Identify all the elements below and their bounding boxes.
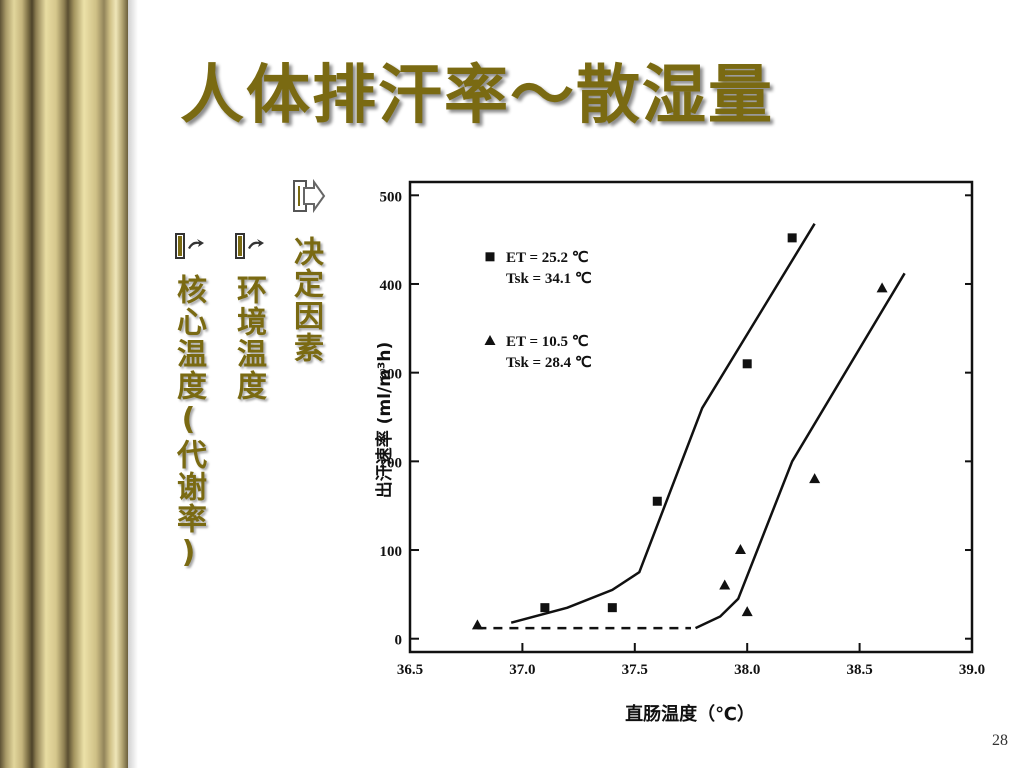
hollow-arrow-bullet-icon <box>292 178 326 214</box>
sweat-rate-chart: 0 100 200 300 400 500 36.5 37.0 37.5 38.0 38.5 39.… <box>360 160 1000 740</box>
x-axis-label: 直肠温度（℃） <box>625 703 755 725</box>
y-tick-label: 400 <box>380 278 403 294</box>
decorative-pillar <box>0 0 128 768</box>
x-tick-label: 36.5 <box>397 662 423 678</box>
x-tick-label: 39.0 <box>959 662 985 678</box>
page-number: 28 <box>992 732 1008 749</box>
triangle-data-point <box>876 282 888 293</box>
legend-label: ET = 10.5 ℃ <box>506 334 589 350</box>
y-tick-label: 100 <box>380 544 403 560</box>
legend-label: ET = 25.2 ℃ <box>506 250 589 266</box>
triangle-data-point <box>734 544 746 555</box>
triangle-data-point <box>809 473 821 484</box>
arrow-bullet-icon <box>235 230 264 260</box>
x-tick-label: 37.0 <box>509 662 535 678</box>
factor-item-environment: 环境温度 <box>226 230 270 402</box>
pillar-shadow <box>128 0 138 768</box>
legend-marker-square <box>485 252 495 262</box>
legend-marker-triangle <box>484 335 496 346</box>
y-tick-label: 0 <box>395 633 403 649</box>
arrow-bullet-icon <box>175 230 204 260</box>
factor-item-label: 环境温度 <box>231 274 266 402</box>
factors-heading-group: 决定因素 <box>283 178 327 364</box>
y-tick-label: 200 <box>380 455 403 471</box>
x-tick-label: 38.0 <box>734 662 760 678</box>
legend-label: Tsk = 28.4 ℃ <box>506 355 592 371</box>
x-tick-label: 37.5 <box>622 662 648 678</box>
slide-title: 人体排汗率～散湿量 <box>180 59 774 133</box>
triangle-data-point <box>471 619 483 630</box>
legend-label: Tsk = 34.1 ℃ <box>506 271 592 287</box>
y-tick-label: 500 <box>380 189 403 205</box>
chart-svg: 0 100 200 300 400 500 36.5 37.0 37.5 38.0 38.5 39.… <box>374 180 985 725</box>
square-data-point <box>742 359 752 369</box>
factors-heading: 决定因素 <box>288 236 323 364</box>
factor-item-label: 核心温度(代谢率) <box>171 274 206 572</box>
triangle-data-point <box>741 606 753 617</box>
x-tick-label: 38.5 <box>846 662 872 678</box>
fit-curve-line <box>694 272 906 630</box>
y-tick-label: 300 <box>380 367 403 383</box>
square-data-point <box>787 233 797 243</box>
plot-frame <box>408 180 974 654</box>
y-axis-label: 出汗速率 (ml/m³h) <box>374 342 395 498</box>
square-data-point <box>652 496 662 506</box>
triangle-data-point <box>719 579 731 590</box>
square-data-point <box>607 603 617 613</box>
fit-curve-line <box>510 223 816 624</box>
square-data-point <box>540 603 550 613</box>
factor-item-core: 核心温度(代谢率) <box>166 230 210 572</box>
